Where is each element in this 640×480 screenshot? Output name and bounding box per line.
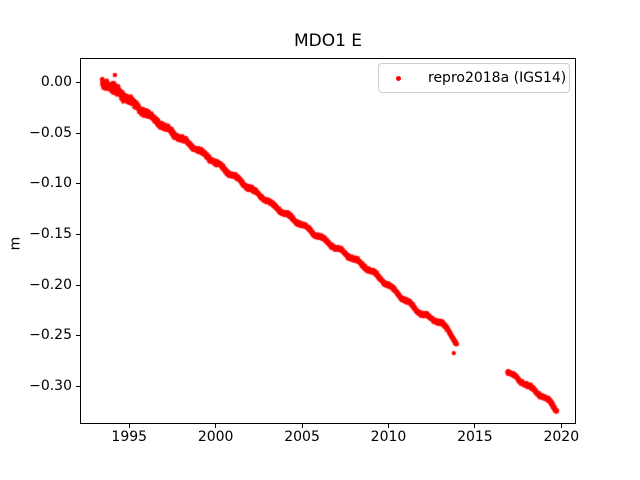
x-tick-mark xyxy=(215,424,217,428)
y-tick-mark xyxy=(76,82,80,84)
y-tick-label: −0.20 xyxy=(29,276,72,293)
x-tick-label: 2005 xyxy=(284,429,320,445)
x-tick-label: 2015 xyxy=(457,429,493,445)
plot-area xyxy=(80,58,576,424)
chart-title: MDO1 E xyxy=(293,31,363,51)
y-tick-mark xyxy=(76,335,80,337)
x-tick-mark xyxy=(128,424,130,428)
y-tick-label: −0.30 xyxy=(29,378,72,395)
legend: repro2018a (IGS14) xyxy=(378,63,570,93)
y-tick-mark xyxy=(76,183,80,185)
y-tick-label: −0.25 xyxy=(29,327,72,344)
x-tick-mark xyxy=(301,424,303,428)
y-tick-mark xyxy=(76,132,80,134)
x-tick-label: 2020 xyxy=(543,429,580,445)
x-tick-label: 2010 xyxy=(370,429,407,445)
x-tick-mark xyxy=(474,424,476,428)
x-tick-mark xyxy=(387,424,389,428)
x-tick-mark xyxy=(560,424,562,428)
x-tick-label: 1995 xyxy=(111,429,148,445)
y-tick-label: 0.00 xyxy=(40,74,72,91)
legend-dot-marker xyxy=(396,75,401,81)
y-tick-mark xyxy=(76,284,80,286)
y-tick-mark xyxy=(76,234,80,236)
y-tick-mark xyxy=(76,386,80,388)
y-tick-label: −0.05 xyxy=(29,124,72,141)
x-tick-label: 2000 xyxy=(197,429,234,445)
y-tick-label: −0.10 xyxy=(29,175,72,192)
y-tick-label: −0.15 xyxy=(29,226,72,243)
legend-label: repro2018a (IGS14) xyxy=(428,70,567,86)
